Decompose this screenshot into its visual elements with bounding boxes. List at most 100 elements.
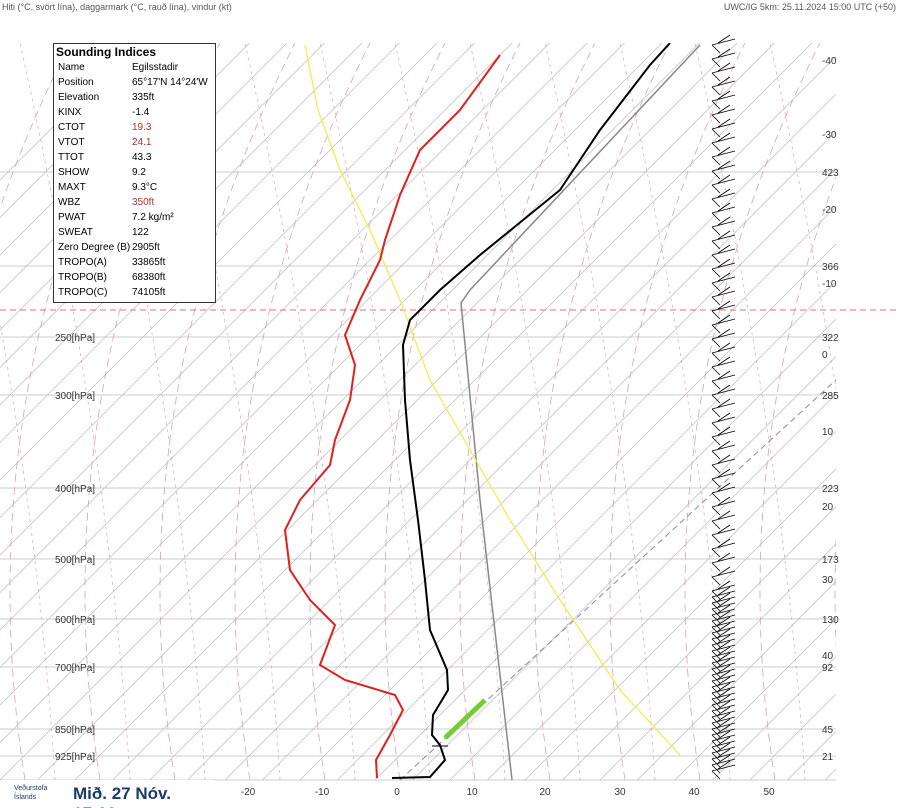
isotherm — [562, 506, 836, 781]
dry-adiabat — [834, 535, 836, 649]
wind-barb — [711, 718, 736, 738]
right-label: 40 — [822, 651, 834, 662]
dewpoint-line — [283, 54, 501, 779]
wind-barb — [711, 216, 736, 236]
moist-adiabat — [169, 43, 281, 781]
index-value: 43.3 — [132, 152, 152, 163]
isotherm — [412, 356, 836, 781]
wind-barb — [711, 510, 736, 530]
moist-adiabat — [694, 43, 806, 781]
wind-barb — [711, 664, 736, 684]
wind-barb — [711, 342, 736, 362]
wind-barb — [711, 146, 736, 166]
index-key: Zero Degree (B) — [58, 242, 131, 253]
pressure-label: 300[hPa] — [55, 391, 95, 402]
wind-barb — [711, 426, 736, 446]
index-value: 2905ft — [132, 242, 160, 253]
index-key: MAXT — [58, 182, 86, 193]
index-row: TROPO(B) 68380ft — [54, 270, 215, 285]
dry-adiabat — [684, 43, 821, 781]
right-label: 322 — [822, 333, 839, 344]
index-value: 7.2 kg/m² — [132, 212, 174, 223]
wind-barb — [711, 754, 736, 774]
isotherm — [37, 43, 775, 781]
moist-adiabat — [94, 43, 206, 781]
wind-barb — [711, 694, 736, 714]
wind-barb — [711, 622, 736, 642]
header: Hiti (°C, svört lína), daggarmark (°C, r… — [0, 0, 900, 14]
wind-barb — [711, 356, 736, 376]
index-key: TTOT — [58, 152, 84, 163]
moist-adiabat — [319, 43, 431, 781]
dry-adiabat — [234, 43, 371, 781]
index-value: 74105ft — [132, 287, 166, 298]
index-row: WBZ 350ft — [54, 195, 215, 210]
wind-barb — [711, 482, 736, 502]
isotherm — [0, 43, 625, 668]
isotherm — [0, 43, 588, 631]
isotherm — [787, 731, 836, 781]
wind-barb — [711, 62, 736, 82]
isotherm — [0, 43, 438, 481]
right-label: 0 — [822, 350, 828, 361]
index-row: SWEAT 122 — [54, 225, 215, 240]
wind-barb — [711, 468, 736, 488]
right-label: 173 — [822, 555, 839, 566]
dry-adiabat — [9, 43, 146, 781]
wind-barb — [711, 736, 736, 756]
pressure-label: 600[hPa] — [55, 615, 95, 626]
wind-barb — [711, 118, 736, 138]
index-row: TROPO(A) 33865ft — [54, 255, 215, 270]
wind-barb — [711, 646, 736, 666]
index-key: TROPO(C) — [58, 287, 108, 298]
right-label: 21 — [822, 752, 834, 763]
header-right: UWC/IG 5km: 25.11.2024 15:00 UTC (+50) — [723, 2, 896, 12]
isotherm — [674, 618, 836, 781]
index-key: VTOT — [58, 137, 85, 148]
index-row: TTOT 43.3 — [54, 150, 215, 165]
index-row: CTOT 19.3 — [54, 120, 215, 135]
index-key: PWAT — [58, 212, 86, 223]
right-label: 285 — [822, 391, 839, 402]
wind-barb — [711, 48, 736, 68]
index-key: KINX — [58, 107, 82, 118]
temperature-label: 10 — [466, 787, 478, 798]
pressure-label: 400[hPa] — [55, 484, 95, 495]
right-label: -20 — [822, 205, 837, 216]
wind-barb — [711, 398, 736, 418]
pressure-label: 250[hPa] — [55, 333, 95, 344]
wind-barb — [711, 700, 736, 720]
temperature-label: 20 — [539, 787, 551, 798]
index-row: PWAT 7.2 kg/m² — [54, 210, 215, 225]
moist-adiabat — [0, 319, 56, 781]
isotherm — [449, 393, 836, 781]
temperature-label: -20 — [241, 787, 256, 798]
isotherm — [0, 43, 325, 368]
wind-barb — [711, 748, 736, 768]
right-label: -30 — [822, 130, 837, 141]
dry-adiabat — [84, 43, 221, 781]
isotherm — [0, 43, 363, 406]
lcl-marker — [443, 698, 487, 740]
isotherm — [149, 93, 836, 781]
wind-barb — [711, 34, 736, 54]
index-value: 9.2 — [132, 167, 146, 178]
wind-barb — [711, 328, 736, 348]
wind-barb — [711, 670, 736, 690]
index-row: Name Egilsstadir — [54, 60, 215, 75]
dry-adiabat — [534, 43, 671, 781]
wind-barb — [711, 760, 736, 780]
index-key: Elevation — [58, 92, 100, 103]
index-key: Position — [58, 77, 94, 88]
wind-barb — [711, 454, 736, 474]
isotherm — [487, 431, 836, 781]
pressure-label: 500[hPa] — [55, 555, 95, 566]
right-label: 130 — [822, 615, 839, 626]
wind-barb — [711, 604, 736, 624]
pressure-label: 925[hPa] — [55, 752, 95, 763]
index-row: VTOT 24.1 — [54, 135, 215, 150]
wind-barb — [711, 524, 736, 544]
wind-barb — [711, 104, 736, 124]
wind-barb — [711, 538, 736, 558]
wind-barb — [711, 384, 736, 404]
